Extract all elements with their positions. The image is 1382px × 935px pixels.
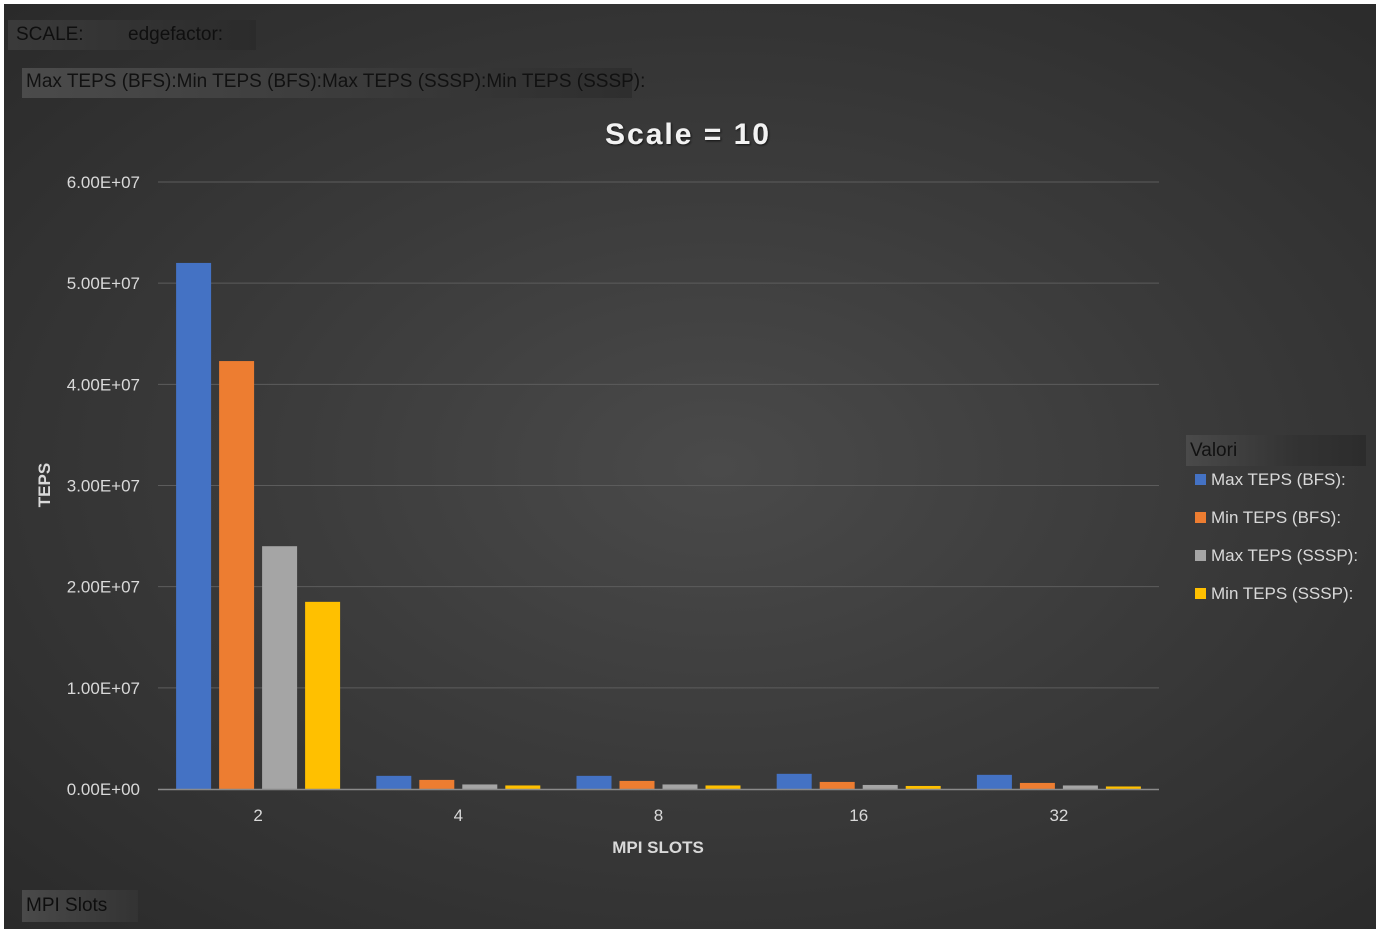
values-field-button[interactable]: Max TEPS (BFS):Min TEPS (BFS):Max TEPS (… <box>22 68 645 98</box>
bar[interactable] <box>576 775 612 789</box>
bar[interactable] <box>462 784 498 789</box>
bar-series <box>176 262 1141 789</box>
x-tick-label: 4 <box>454 806 463 825</box>
bar[interactable] <box>976 774 1012 789</box>
bar[interactable] <box>619 780 655 789</box>
bar[interactable] <box>1062 785 1098 789</box>
y-tick-label: 5.00E+07 <box>67 274 140 293</box>
bar[interactable] <box>419 779 455 789</box>
bar[interactable] <box>505 785 541 789</box>
x-tick-label: 16 <box>849 806 868 825</box>
y-tick-label: 6.00E+07 <box>67 173 140 192</box>
y-tick-label: 3.00E+07 <box>67 477 140 496</box>
bar[interactable] <box>705 785 741 789</box>
report-filter-bar[interactable]: SCALE: edgefactor: <box>8 20 256 50</box>
legend-entry-label: Max TEPS (BFS): <box>1211 470 1346 489</box>
bar[interactable] <box>905 785 941 789</box>
pivot-chart-area: SCALE: edgefactor: Max TEPS (BFS): Min TE… <box>4 4 1376 929</box>
bar[interactable] <box>219 361 255 789</box>
x-tick-label: 32 <box>1049 806 1068 825</box>
bar-chart: 0.00E+00 1.00E+07 2.00E+07 3.00E+07 4.00E+07… <box>35 118 1358 857</box>
legend: Max TEPS (BFS): Min TEPS (BFS): Max TEPS (… <box>1195 470 1358 603</box>
chart-title: Scale = 10 <box>605 118 771 151</box>
legend-swatch <box>1195 512 1206 523</box>
bar[interactable] <box>1019 782 1055 789</box>
filter-field-scale[interactable]: SCALE: <box>16 24 84 45</box>
row-field-button[interactable]: MPI Slots <box>22 890 138 922</box>
legend-swatch <box>1195 474 1206 485</box>
y-tick-label: 2.00E+07 <box>67 578 140 597</box>
x-axis-title: MPI SLOTS <box>612 838 704 857</box>
legend-swatch <box>1195 550 1206 561</box>
x-axis-tick-labels: 2 4 8 16 32 <box>253 806 1068 825</box>
y-axis-tick-labels: 0.00E+00 1.00E+07 2.00E+07 3.00E+07 4.00E+07… <box>67 173 140 799</box>
bar[interactable] <box>776 773 812 789</box>
x-tick-label: 8 <box>654 806 663 825</box>
y-tick-label: 1.00E+07 <box>67 679 140 698</box>
x-tick-label: 2 <box>253 806 262 825</box>
bar[interactable] <box>176 262 212 789</box>
legend-entry-label: Min TEPS (SSSP): <box>1211 584 1353 603</box>
filter-field-edgefactor[interactable]: edgefactor: <box>128 24 224 45</box>
bar[interactable] <box>305 601 341 789</box>
bar[interactable] <box>1105 786 1141 789</box>
bar[interactable] <box>662 784 698 789</box>
legend-field-button[interactable]: Valori <box>1186 435 1366 466</box>
bar[interactable] <box>262 546 298 789</box>
legend-entry-label: Min TEPS (BFS): <box>1211 508 1341 527</box>
y-tick-label: 4.00E+07 <box>67 375 140 394</box>
bar[interactable] <box>819 781 855 789</box>
bar[interactable] <box>862 784 898 789</box>
legend-swatch <box>1195 588 1206 599</box>
y-axis-title: TEPS <box>35 463 54 507</box>
bar[interactable] <box>376 775 412 789</box>
legend-entry-label: Max TEPS (SSSP): <box>1211 546 1358 565</box>
y-tick-label: 0.00E+00 <box>67 780 140 799</box>
